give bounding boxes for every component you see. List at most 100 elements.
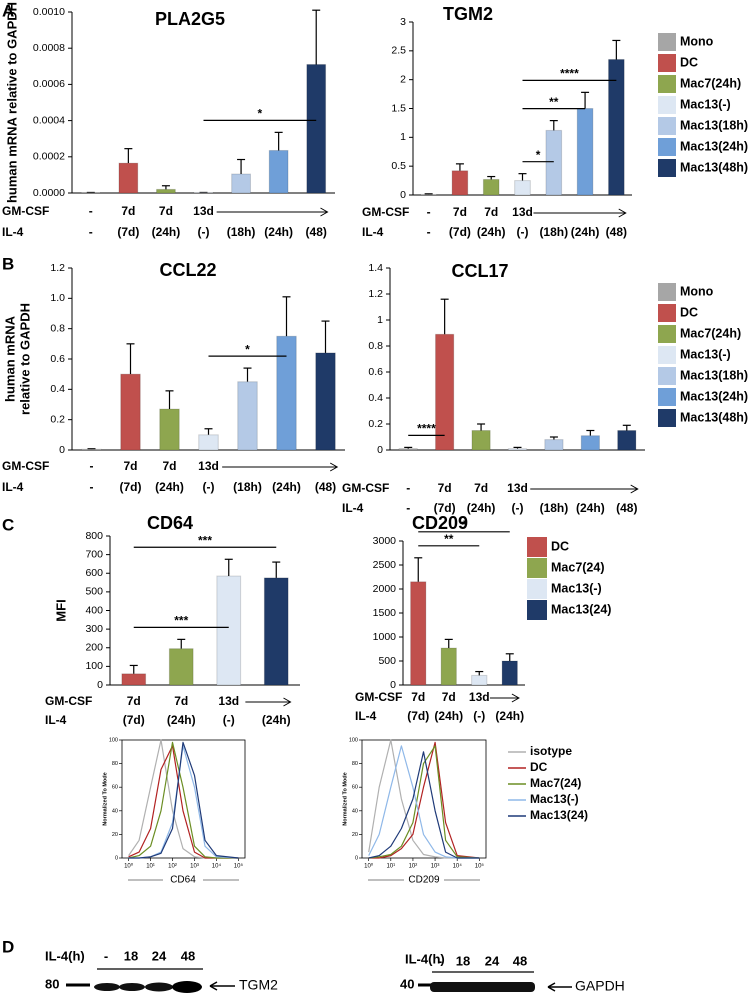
bar bbox=[81, 448, 102, 451]
y-tick-label: 2500 bbox=[373, 559, 397, 571]
legend-swatch bbox=[658, 346, 676, 364]
arrow-head bbox=[209, 981, 218, 991]
y-tick-label: 0.8 bbox=[368, 340, 383, 352]
bar bbox=[507, 448, 528, 451]
bar bbox=[451, 170, 469, 196]
legend-swatch bbox=[658, 75, 676, 93]
legend-label: Mac13(-) bbox=[680, 97, 731, 111]
x-tick-label: 10⁵ bbox=[234, 863, 244, 870]
condition-label: 13d bbox=[198, 459, 219, 473]
y-tick-label: 60 bbox=[112, 785, 118, 791]
condition-label: (24h) bbox=[155, 480, 184, 494]
y-tick-label: 0.8 bbox=[50, 322, 65, 334]
condition-label: - bbox=[406, 501, 410, 515]
histogram-curve bbox=[128, 741, 239, 859]
legend-label: Mac13(24h) bbox=[680, 389, 748, 403]
condition-label: (48) bbox=[606, 225, 627, 239]
bar bbox=[617, 430, 637, 451]
y-tick-label: 2.5 bbox=[391, 45, 406, 57]
condition-label: (-) bbox=[473, 709, 485, 723]
histogram-curve bbox=[368, 739, 480, 859]
bar bbox=[544, 439, 564, 451]
legend-swatch bbox=[658, 388, 676, 406]
band bbox=[145, 982, 173, 992]
panel-label: C bbox=[2, 515, 14, 534]
lane-label: 24 bbox=[152, 948, 167, 963]
condition-label: (24h) bbox=[571, 225, 600, 239]
condition-label: (7d) bbox=[449, 225, 471, 239]
y-tick-label: 1.4 bbox=[368, 262, 383, 274]
histogram-curve bbox=[368, 745, 480, 859]
y-axis-label: relative to GAPDH bbox=[17, 303, 32, 415]
y-tick-label: 500 bbox=[85, 586, 103, 598]
condition-label: 13d bbox=[507, 481, 528, 495]
significance-label: **** bbox=[417, 422, 436, 436]
condition-arrow-head bbox=[630, 484, 639, 494]
condition-name: GM-CSF bbox=[342, 481, 389, 495]
histogram-curve bbox=[128, 745, 239, 859]
legend-label: DC bbox=[530, 760, 548, 774]
legend-label: Mono bbox=[680, 284, 714, 298]
condition-label: (7d) bbox=[117, 225, 139, 239]
legend-swatch bbox=[658, 138, 676, 156]
plot-frame bbox=[121, 739, 246, 859]
chart-title: PLA2G5 bbox=[155, 9, 225, 29]
condition-label: 7d bbox=[174, 694, 188, 708]
condition-label: (48) bbox=[616, 501, 637, 515]
y-tick-label: 3000 bbox=[373, 535, 397, 547]
y-tick-label: 0.5 bbox=[391, 160, 406, 172]
condition-label: - bbox=[427, 205, 431, 219]
condition-name: IL-4 bbox=[45, 713, 67, 727]
condition-name: IL-4 bbox=[2, 225, 24, 239]
x-tick-label: 10⁴ bbox=[212, 863, 222, 870]
legend-label: Mac7(24) bbox=[551, 560, 605, 574]
condition-name: IL-4 bbox=[2, 480, 24, 494]
y-tick-label: 200 bbox=[85, 642, 103, 654]
band bbox=[172, 981, 202, 993]
condition-label: 7d bbox=[474, 481, 488, 495]
size-marker: 80 bbox=[45, 976, 59, 991]
condition-label: 7d bbox=[453, 205, 467, 219]
y-tick-label: 0.4 bbox=[368, 392, 383, 404]
y-tick-label: 1000 bbox=[373, 631, 397, 643]
arrow-head bbox=[547, 982, 556, 992]
y-tick-label: 0.6 bbox=[50, 353, 65, 365]
condition-label: - bbox=[90, 480, 94, 494]
significance-label: ** bbox=[549, 95, 559, 109]
legend-label: Mac13(-) bbox=[680, 347, 731, 361]
condition-label: (48) bbox=[306, 225, 327, 239]
size-marker: 40 bbox=[400, 976, 414, 991]
y-tick-label: 0.4 bbox=[50, 383, 65, 395]
y-tick-label: 0.6 bbox=[368, 366, 383, 378]
bar bbox=[121, 673, 147, 686]
y-tick-label: 0.0006 bbox=[33, 78, 65, 90]
chart-title: CCL22 bbox=[159, 260, 216, 280]
condition-label: (7d) bbox=[434, 501, 456, 515]
condition-label: (-) bbox=[517, 225, 529, 239]
bar bbox=[268, 149, 289, 194]
lane-label: - bbox=[438, 953, 442, 968]
condition-label: 7d bbox=[159, 204, 173, 218]
condition-label: (24h) bbox=[434, 709, 463, 723]
x-tick-label: 10⁵ bbox=[475, 863, 485, 870]
condition-label: (24h) bbox=[477, 225, 506, 239]
condition-label: (24h) bbox=[495, 709, 524, 723]
legend-label: Mac13(48h) bbox=[680, 410, 748, 424]
y-tick-label: 20 bbox=[352, 832, 358, 838]
y-axis-label: human mRNA relative to GAPDH bbox=[4, 2, 19, 203]
legend-label: Mac13(24) bbox=[530, 808, 588, 822]
legend-swatch bbox=[658, 283, 676, 301]
bar bbox=[237, 381, 258, 451]
bar bbox=[118, 162, 139, 194]
y-tick-label: 0 bbox=[390, 679, 396, 691]
histogram-curve bbox=[128, 741, 239, 859]
condition-label: (-) bbox=[512, 501, 524, 515]
condition-label: 7d bbox=[123, 459, 137, 473]
bar bbox=[198, 434, 219, 451]
y-tick-label: 100 bbox=[349, 737, 358, 743]
condition-name: GM-CSF bbox=[362, 205, 409, 219]
x-axis-label: CD64 bbox=[170, 875, 196, 886]
y-tick-label: 0.2 bbox=[50, 413, 65, 425]
significance-label: ** bbox=[444, 532, 454, 546]
legend-label: Mac13(48h) bbox=[680, 160, 748, 174]
